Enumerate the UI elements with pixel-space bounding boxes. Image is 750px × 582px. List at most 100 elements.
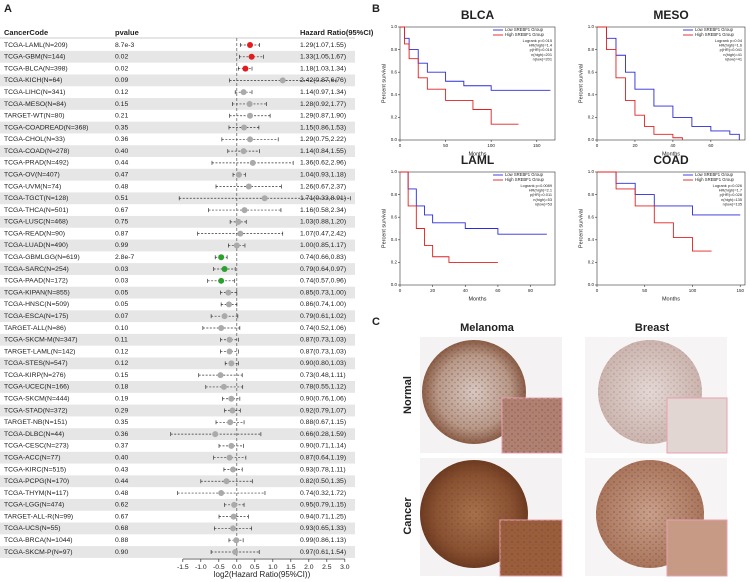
p-value: 0.10 — [115, 325, 128, 332]
chart-title: BLCA — [461, 8, 495, 22]
stat-text: n(high)=201 — [531, 52, 552, 57]
hazard-ratio-label: 0.93(0.65,1.33) — [300, 525, 346, 532]
p-value: 0.18 — [115, 384, 128, 391]
cancer-code: TCGA-PCPG(N=170) — [4, 478, 69, 485]
chart-title: COAD — [653, 153, 689, 167]
legend-label: Low SREBF1 Group — [695, 27, 734, 32]
x-axis-label: Months — [468, 296, 486, 302]
p-value: 0.48 — [115, 490, 128, 497]
stat-text: n(low)=135 — [723, 201, 742, 206]
row-stripe — [0, 192, 355, 205]
cancer-code: TCGA-COADREAD(N=368) — [4, 124, 88, 131]
hazard-ratio-point — [221, 313, 228, 320]
cancer-code: TCGA-ACC(N=77) — [4, 454, 60, 461]
legend-label: High SREBF1 Group — [505, 32, 545, 37]
row-stripe — [0, 522, 355, 535]
row-stripe — [0, 404, 355, 417]
hazard-ratio-label: 0.66(0.28,1.59) — [300, 431, 346, 438]
hazard-ratio-label: 0.74(0.66,0.83) — [300, 254, 346, 261]
stat-text: n(low)=41 — [725, 56, 742, 61]
cancer-code: TARGET-WT(N=80) — [4, 113, 64, 120]
y-axis-label: Percent survival — [381, 64, 387, 103]
cancer-code: TCGA-LGG(N=474) — [4, 502, 64, 509]
hazard-ratio-label: 0.86(0.74,1.00) — [300, 301, 346, 308]
cancer-code: TCGA-KIPAN(N=855) — [4, 289, 70, 296]
p-value: 0.68 — [115, 525, 128, 532]
p-value: 0.40 — [115, 454, 128, 461]
cancer-code: TARGET-ALL-R(N=99) — [4, 513, 73, 520]
column-header: CancerCode — [4, 28, 48, 37]
chart-title: MESO — [653, 8, 688, 22]
hazard-ratio-label: 1.29(0.87,1.90) — [300, 113, 346, 120]
p-value: 0.29 — [115, 407, 128, 414]
y-tick-label: 0.4 — [588, 92, 595, 97]
x-tick-label: 20 — [430, 288, 436, 293]
hazard-ratio-label: 0.87(0.64,1.19) — [300, 454, 346, 461]
y-tick-label: 1.0 — [588, 169, 595, 174]
hazard-ratio-label: 1.26(0.67,2.37) — [300, 183, 346, 190]
y-tick-label: 0.8 — [588, 47, 595, 52]
x-tick-label: 2.5 — [322, 564, 332, 571]
cancer-code: TCGA-THYM(N=117) — [4, 490, 69, 497]
hazard-ratio-label: 0.99(0.86,1.13) — [300, 537, 346, 544]
stat-text: p(HR)=0.011 — [530, 192, 552, 197]
p-value: 8.7e-3 — [115, 42, 134, 49]
hazard-ratio-label: 0.87(0.73,1.03) — [300, 348, 346, 355]
hazard-ratio-point — [240, 148, 247, 155]
p-value: 0.02 — [115, 65, 128, 72]
row-stripe — [0, 263, 355, 275]
panel-label: B — [372, 3, 380, 15]
x-tick-label: 1.0 — [268, 564, 278, 571]
row-stripe — [0, 451, 355, 464]
hazard-ratio-label: 0.79(0.64,0.97) — [300, 266, 346, 273]
hazard-ratio-label: 1.04(0.93,1.18) — [300, 171, 346, 178]
y-tick-label: 0.6 — [391, 214, 398, 219]
cancer-code: TCGA-SKCM(N=444) — [4, 396, 70, 403]
row-label: Normal — [402, 376, 414, 414]
cancer-code: TCGA-TGCT(N=128) — [4, 195, 68, 202]
survival-curve — [400, 26, 519, 125]
hazard-ratio-point — [245, 183, 252, 190]
column-label: Melanoma — [460, 322, 515, 334]
hazard-ratio-point — [232, 549, 239, 555]
hazard-ratio-point — [230, 525, 237, 532]
x-tick-label: -1.0 — [195, 564, 207, 571]
hazard-ratio-point — [242, 65, 249, 72]
hazard-ratio-label: 1.14(0.84,1.55) — [300, 148, 346, 155]
row-stripe — [0, 286, 355, 299]
hazard-ratio-point — [247, 136, 254, 143]
hazard-ratio-label: 1.18(1.03,1.34) — [300, 65, 346, 72]
hazard-ratio-label: 0.90(0.71,1.14) — [300, 443, 346, 450]
p-value: 0.15 — [115, 372, 128, 379]
hazard-ratio-point — [247, 112, 254, 119]
hazard-ratio-point — [261, 195, 268, 202]
hazard-ratio-label: 1.36(0.62,2.96) — [300, 160, 346, 167]
hazard-ratio-point — [225, 301, 232, 308]
cancer-code: TCGA-LIHC(N=341) — [4, 89, 65, 96]
hazard-ratio-point — [227, 419, 234, 426]
hazard-ratio-label: 1.71(0.33,8.91) — [300, 195, 346, 202]
y-tick-label: 1.0 — [391, 169, 398, 174]
hazard-ratio-label: 0.94(0.71,1.25) — [300, 513, 346, 520]
p-value: 0.02 — [115, 54, 128, 61]
hazard-ratio-point — [226, 348, 233, 355]
stat-text: n(high)=135 — [721, 197, 742, 202]
p-value: 0.03 — [115, 278, 128, 285]
p-value: 0.44 — [115, 478, 128, 485]
x-tick-label: 1.5 — [286, 564, 296, 571]
x-axis-label: log2(Hazard Ratio(95%CI)) — [214, 570, 311, 579]
hazard-ratio-label: 1.14(0.97,1.34) — [300, 89, 346, 96]
x-tick-label: 3.0 — [340, 564, 350, 571]
p-value: 0.12 — [115, 89, 128, 96]
hazard-ratio-label: 1.29(1.07,1.55) — [300, 42, 346, 49]
hazard-ratio-label: 0.73(0.48,1.11) — [300, 372, 346, 379]
p-value: 0.12 — [115, 360, 128, 367]
p-value: 0.09 — [115, 77, 128, 84]
legend-label: High SREBF1 Group — [505, 177, 545, 182]
survival-curve — [400, 171, 498, 263]
y-tick-label: 1.0 — [391, 24, 398, 29]
row-stripe — [0, 145, 355, 158]
hazard-ratio-point — [230, 513, 237, 520]
cancer-code: TCGA-UVM(N=74) — [4, 183, 61, 190]
y-tick-label: 0.8 — [391, 47, 398, 52]
